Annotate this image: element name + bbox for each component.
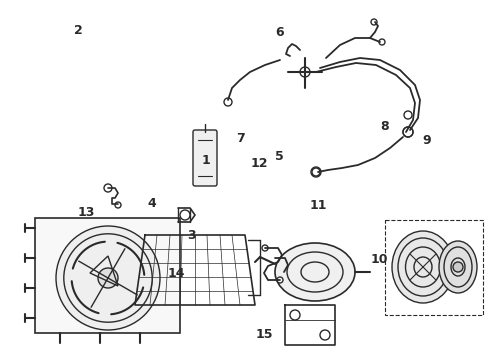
Ellipse shape [439,241,477,293]
Circle shape [312,168,320,176]
Circle shape [98,268,118,288]
Circle shape [224,98,232,106]
Text: 2: 2 [74,24,83,37]
Bar [385,220,483,315]
Circle shape [379,39,385,45]
Circle shape [115,202,121,208]
Circle shape [320,330,330,340]
Ellipse shape [392,231,454,303]
Bar [35,218,180,333]
Text: 1: 1 [201,154,210,167]
Text: 15: 15 [256,328,273,341]
Text: 3: 3 [187,229,196,242]
Text: 14: 14 [168,267,185,280]
Text: 6: 6 [275,26,284,39]
Text: 4: 4 [147,197,156,210]
Circle shape [404,111,412,119]
Circle shape [290,310,300,320]
Circle shape [56,226,160,330]
Circle shape [300,67,310,77]
Text: 13: 13 [77,206,95,219]
FancyBboxPatch shape [193,130,217,186]
Text: 10: 10 [371,253,389,266]
Circle shape [277,277,283,283]
Circle shape [371,19,377,25]
Ellipse shape [275,243,355,301]
Text: 11: 11 [310,199,327,212]
Text: 5: 5 [275,150,284,163]
Text: 12: 12 [251,157,269,170]
Circle shape [403,127,413,137]
Circle shape [262,245,268,251]
Text: 8: 8 [380,120,389,132]
Text: 7: 7 [236,132,245,145]
Circle shape [104,184,112,192]
Circle shape [453,262,463,272]
Text: 9: 9 [422,134,431,147]
